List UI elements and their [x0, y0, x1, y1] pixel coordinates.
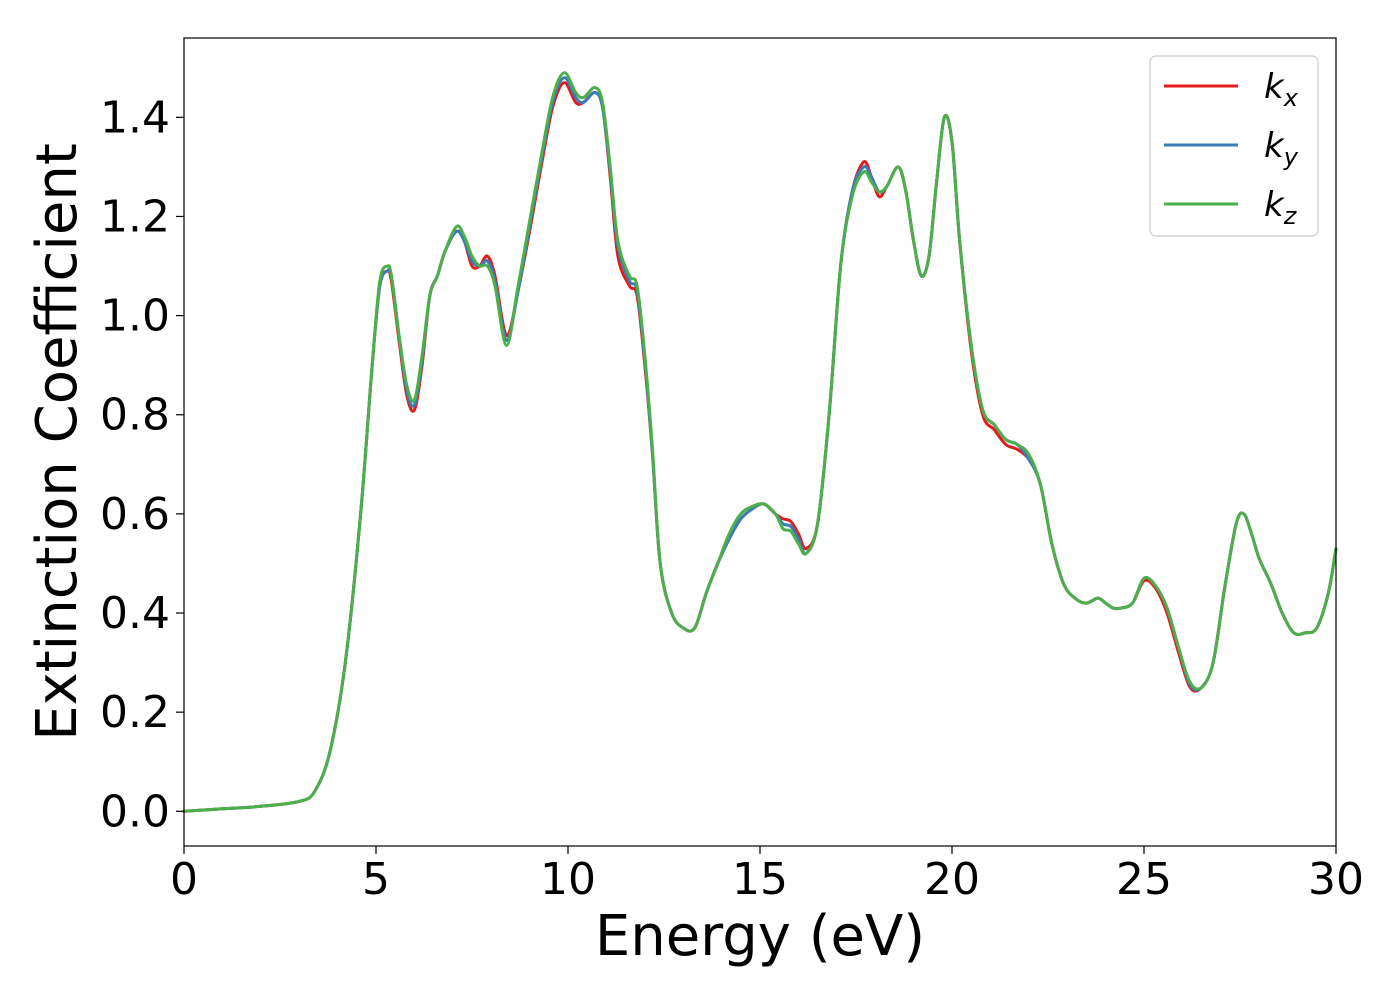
- legend: kx ky kz: [1149, 55, 1319, 237]
- x-tick-label: 0: [170, 854, 198, 905]
- y-tick-label: 0.6: [100, 489, 170, 540]
- series-line-kz: [182, 71, 1338, 813]
- y-axis-title: Extinction Coefficient: [25, 143, 90, 741]
- x-tick-label: 15: [732, 854, 788, 905]
- x-tick-label: 10: [540, 854, 596, 905]
- y-tick-label: 0.8: [100, 390, 170, 441]
- x-tick-label: 20: [924, 854, 980, 905]
- legend-label-kz: kz: [1264, 185, 1298, 230]
- x-tick-label: 25: [1116, 854, 1172, 905]
- y-tick-label: 1.2: [100, 191, 170, 242]
- legend-label-kx: kx: [1264, 67, 1299, 112]
- x-axis-title: Energy (eV): [595, 904, 925, 969]
- x-axis-ticks: 0 5 10 15 20 25 30: [170, 846, 1364, 905]
- y-tick-label: 0.2: [100, 687, 170, 738]
- plot-lines: [182, 71, 1338, 813]
- y-tick-label: 1.0: [100, 291, 170, 342]
- y-tick-label: 0.0: [100, 786, 170, 837]
- y-axis-ticks: 0.0 0.2 0.4 0.6 0.8 1.0 1.2 1.4: [100, 92, 184, 837]
- y-tick-label: 0.4: [100, 588, 170, 639]
- y-tick-label: 1.4: [100, 92, 170, 143]
- legend-label-ky: ky: [1264, 126, 1299, 171]
- x-tick-label: 5: [362, 854, 390, 905]
- x-tick-label: 30: [1308, 854, 1364, 905]
